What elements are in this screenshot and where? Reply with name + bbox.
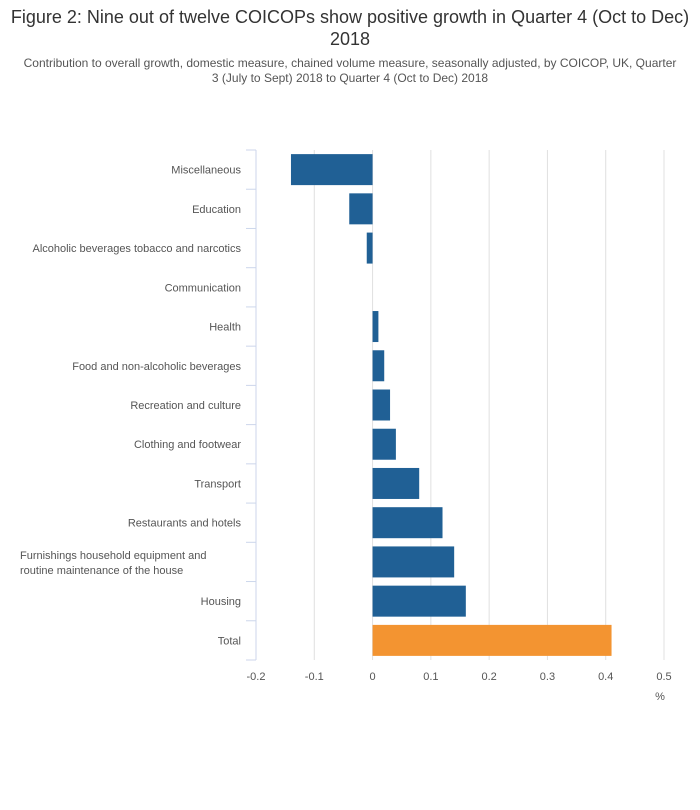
bar-housing	[372, 585, 466, 617]
category-label: Health	[209, 322, 241, 334]
x-tick-label: 0.5	[656, 671, 671, 683]
category-label: Transport	[194, 478, 241, 490]
chart-title: Figure 2: Nine out of twelve COICOPs sho…	[10, 7, 690, 49]
x-tick-label: -0.2	[247, 671, 266, 683]
category-label: Miscellaneous	[171, 165, 241, 177]
category-label: Housing	[201, 596, 241, 608]
bar-furnishings-household-equipment-and-routine-maintenance-of-the-house	[372, 546, 455, 578]
bar-transport	[372, 467, 420, 499]
x-tick-label: 0.4	[598, 671, 613, 683]
x-tick-label: 0	[370, 671, 376, 683]
x-tick-label: 0.3	[540, 671, 555, 683]
x-axis-label: %	[655, 691, 665, 703]
bar-food-and-non-alcoholic-beverages	[372, 350, 385, 382]
category-label: Total	[218, 635, 241, 647]
category-label: Communication	[165, 282, 241, 294]
bar-total	[372, 624, 612, 656]
x-tick-label: 0.1	[423, 671, 438, 683]
category-label: Education	[192, 204, 241, 216]
category-label: Recreation and culture	[130, 400, 241, 412]
bar-clothing-and-footwear	[372, 428, 396, 460]
bar-alcoholic-beverages-tobacco-and-narcotics	[366, 232, 373, 264]
chart-subtitle: Contribution to overall growth, domestic…	[23, 56, 677, 85]
bar-health	[372, 311, 379, 343]
x-tick-label: 0.2	[481, 671, 496, 683]
x-tick-label: -0.1	[305, 671, 324, 683]
bar-miscellaneous	[290, 154, 373, 186]
category-label: Clothing and footwear	[134, 439, 241, 451]
bar-education	[349, 193, 373, 225]
category-label: Food and non-alcoholic beverages	[72, 361, 241, 373]
bar-recreation-and-culture	[372, 389, 391, 421]
category-label: Furnishings household equipment and routi…	[20, 550, 207, 577]
bar-restaurants-and-hotels	[372, 507, 443, 539]
category-label: Alcoholic beverages tobacco and narcotic…	[32, 243, 241, 255]
category-label: Restaurants and hotels	[128, 518, 242, 530]
